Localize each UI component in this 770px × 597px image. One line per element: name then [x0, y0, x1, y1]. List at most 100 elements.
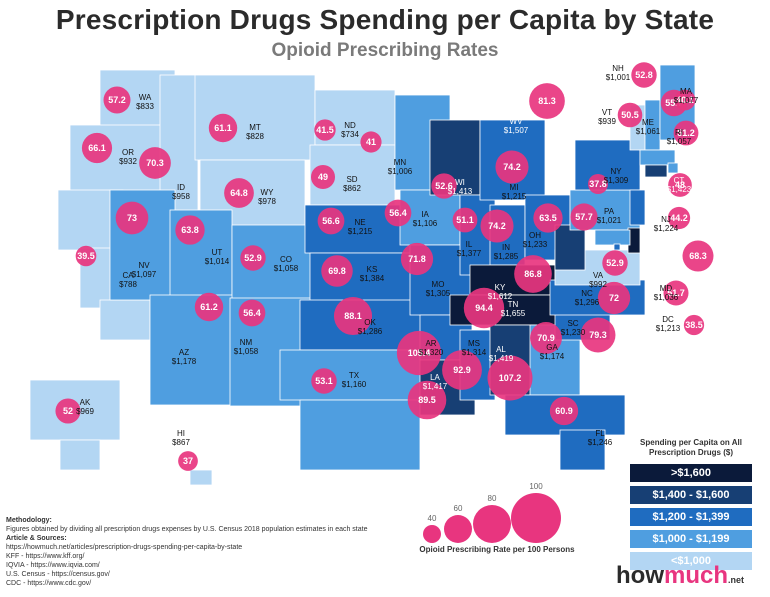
state-abbr-label: ME [642, 118, 654, 127]
state-abbr-label: UT [212, 248, 223, 257]
state-abbr-label: MS [468, 339, 480, 348]
opioid-rate-label: 63.8 [181, 225, 199, 235]
opioid-rate-label: 74.2 [488, 221, 506, 231]
state-spending-label: $1,413 [448, 187, 473, 196]
opioid-bubble-tx [311, 368, 337, 394]
state-spending-label: $833 [136, 102, 154, 111]
state-spending-label: $862 [343, 184, 361, 193]
opioid-bubble-ar [396, 330, 442, 376]
methodology-heading: Methodology: [6, 517, 52, 524]
opioid-rate-label: 60.9 [555, 406, 573, 416]
state-hi [189, 469, 213, 486]
opioid-rate-label: 61.2 [200, 302, 218, 312]
state-shape [194, 74, 316, 161]
state-abbr-label: NC [581, 289, 593, 298]
source-link[interactable]: IQVIA - https://www.iqvia.com/ [6, 562, 100, 569]
state-spending-label: $1,285 [494, 252, 519, 261]
state-abbr-label: NE [354, 218, 365, 227]
opioid-rate-label: 51.7 [667, 288, 685, 298]
state-spending-label: $1,061 [636, 127, 661, 136]
state-spending-label: $828 [246, 132, 264, 141]
opioid-bubble-va [602, 250, 628, 276]
opioid-bubble-ks [321, 255, 353, 287]
state-spending-label: $1,230 [561, 328, 586, 337]
methodology-block: Methodology: Figures obtained by dividin… [6, 516, 426, 588]
opioid-rate-label: 89.5 [418, 395, 436, 405]
state-spending-label: $1,693 [655, 258, 680, 267]
state-shape [299, 399, 421, 471]
opioid-rate-label: 74.2 [503, 162, 521, 172]
opioid-bubble-dc [683, 314, 705, 336]
state-spending-label: $1,419 [489, 354, 514, 363]
state-abbr-label: GA [546, 343, 558, 352]
state-abbr-label: NM [240, 338, 253, 347]
state-ct [644, 164, 668, 178]
state-spending-label: $1,213 [656, 324, 681, 333]
opioid-rate-label: 52.6 [435, 181, 453, 191]
legend-tier-1: >$1,600 [630, 464, 752, 482]
legend-tier-2: $1,400 - $1,600 [630, 486, 752, 504]
opioid-rate-label: 68.3 [689, 251, 707, 261]
state-abbr-label: OK [364, 318, 376, 327]
state-abbr-label: WA [139, 93, 152, 102]
state-spending-label: $734 [341, 130, 359, 139]
legend-tier-4: $1,000 - $1,199 [630, 530, 752, 548]
source-link[interactable]: CDC - https://www.cdc.gov/ [6, 580, 92, 587]
state-abbr-label: RI [675, 128, 683, 137]
opioid-rate-label: 72 [609, 293, 619, 303]
state-spending-label: $1,036 [654, 293, 679, 302]
opioid-bubble-ca [75, 245, 97, 267]
opioid-bubble-nd [314, 119, 336, 141]
state-abbr-label: SC [567, 319, 578, 328]
opioid-bubble-al [487, 355, 533, 401]
opioid-bubble-oh [533, 203, 563, 233]
opioid-rate-label: 56.4 [243, 308, 261, 318]
state-spending-label: $1,507 [504, 126, 529, 135]
state-spending-label: $788 [119, 280, 137, 289]
opioid-rate-label: 52.9 [244, 253, 262, 263]
state-abbr-label: AZ [179, 348, 189, 357]
opioid-rate-label: 73 [127, 213, 137, 223]
bubble-size-legend: 40 60 80 100 Opioid Prescribing Rate per… [412, 476, 582, 556]
logo-how: how [616, 562, 664, 589]
methodology-text: Figures obtained by dividing all prescri… [6, 526, 368, 533]
source-link[interactable]: U.S. Census - https://census.gov/ [6, 571, 110, 578]
opioid-bubble-il [452, 207, 478, 233]
state-abbr-label: OH [529, 231, 541, 240]
size-legend-caption: Opioid Prescribing Rate per 100 Persons [419, 545, 575, 554]
opioid-bubble-wi [431, 173, 457, 199]
opioid-rate-label: 66.1 [88, 143, 106, 153]
opioid-bubble-nm [238, 299, 266, 327]
state-ri [667, 162, 679, 174]
state-abbr-label: NH [612, 64, 624, 73]
source-link[interactable]: KFF - https://www.kff.org/ [6, 553, 85, 560]
state-abbr-label: AR [425, 339, 436, 348]
state-abbr-label: VA [593, 271, 604, 280]
state-abbr-label: NV [138, 261, 150, 270]
state-abbr-label: MT [249, 123, 261, 132]
state-abbr-label: MA [680, 87, 693, 96]
size-bubble-100 [511, 493, 561, 543]
source-link[interactable]: https://howmuch.net/articles/prescriptio… [6, 544, 243, 551]
state-abbr-label: NJ [661, 215, 671, 224]
state-spending-label: $867 [172, 438, 190, 447]
size-bubble-40 [423, 525, 441, 543]
state-abbr-label: AK [80, 398, 91, 407]
state-abbr-label: IA [421, 210, 429, 219]
state-spending-label: $1,058 [274, 264, 299, 273]
state-abbr-label: DE [661, 249, 672, 258]
state-spending-label: $1,305 [426, 289, 451, 298]
opioid-bubble-nc [597, 281, 631, 315]
opioid-bubble-wv [529, 83, 565, 119]
opioid-rate-label: 51.2 [677, 128, 695, 138]
opioid-bubble-pa [570, 203, 598, 231]
opioid-bubble-co [240, 245, 266, 271]
opioid-rate-label: 94.4 [475, 303, 493, 313]
opioid-rate-label: 57.7 [575, 212, 593, 222]
opioid-rate-label: 56.6 [322, 216, 340, 226]
state-abbr-label: FL [595, 429, 605, 438]
state-spending-label: $1,001 [606, 73, 631, 82]
opioid-bubble-md [663, 280, 689, 306]
state-abbr-label: WY [261, 188, 275, 197]
